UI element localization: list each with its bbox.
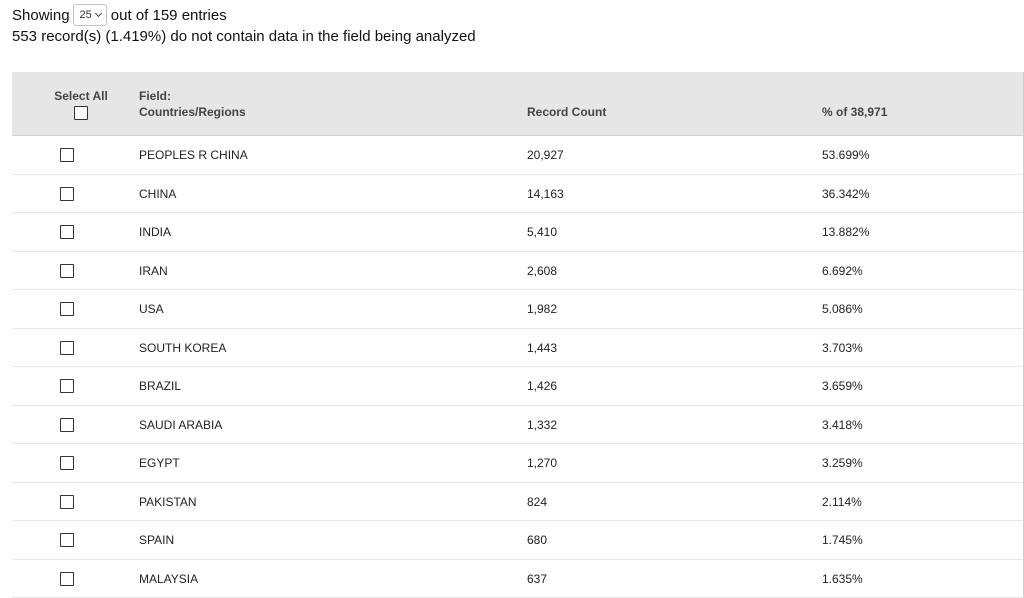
record-count: 1,443	[527, 329, 557, 367]
country-name: SPAIN	[139, 521, 174, 559]
showing-label: Showing	[12, 7, 70, 24]
select-all-checkbox[interactable]	[74, 106, 88, 120]
percent-of-total: 1.635%	[822, 560, 863, 598]
row-checkbox[interactable]	[60, 341, 74, 355]
country-name: USA	[139, 290, 164, 328]
country-name: BRAZIL	[139, 367, 181, 405]
percent-of-total: 36.342%	[822, 175, 869, 213]
percent-of-total: 3.418%	[822, 406, 863, 444]
percent-of-total: 5.086%	[822, 290, 863, 328]
row-checkbox-cell	[60, 521, 74, 559]
row-checkbox-cell	[60, 406, 74, 444]
row-checkbox[interactable]	[60, 495, 74, 509]
missing-data-note: 553 record(s) (1.419%) do not contain da…	[12, 28, 476, 45]
percent-of-total: 53.699%	[822, 136, 869, 174]
country-name: MALAYSIA	[139, 560, 198, 598]
record-count: 680	[527, 521, 547, 559]
record-count: 1,426	[527, 367, 557, 405]
row-checkbox-cell	[60, 290, 74, 328]
percent-column-header: % of 38,971	[822, 104, 887, 120]
table-row: USA 1,982 5.086%	[12, 290, 1024, 329]
record-count: 1,332	[527, 406, 557, 444]
percent-of-total: 13.882%	[822, 213, 869, 251]
table-row: SPAIN 680 1.745%	[12, 521, 1024, 560]
chevron-down-icon	[95, 10, 102, 17]
analysis-results-table: Select All Field: Countries/Regions Reco…	[12, 72, 1024, 598]
row-checkbox-cell	[60, 329, 74, 367]
record-count-column-header: Record Count	[527, 104, 606, 120]
page-size-select[interactable]: 25	[73, 4, 107, 26]
row-checkbox-cell	[60, 136, 74, 174]
table-row: IRAN 2,608 6.692%	[12, 252, 1024, 291]
row-checkbox[interactable]	[60, 572, 74, 586]
table-row: SAUDI ARABIA 1,332 3.418%	[12, 406, 1024, 445]
percent-of-total: 3.259%	[822, 444, 863, 482]
record-count: 14,163	[527, 175, 564, 213]
row-checkbox-cell	[60, 367, 74, 405]
table-row: PAKISTAN 824 2.114%	[12, 483, 1024, 522]
row-checkbox-cell	[60, 213, 74, 251]
country-name: PEOPLES R CHINA	[139, 136, 248, 174]
country-name: EGYPT	[139, 444, 180, 482]
row-checkbox[interactable]	[60, 418, 74, 432]
table-row: PEOPLES R CHINA 20,927 53.699%	[12, 136, 1024, 175]
entries-summary: Showing 25 out of 159 entries	[12, 4, 227, 26]
table-row: CHINA 14,163 36.342%	[12, 175, 1024, 214]
row-checkbox[interactable]	[60, 379, 74, 393]
row-checkbox[interactable]	[60, 533, 74, 547]
row-checkbox-cell	[60, 483, 74, 521]
field-header-name: Countries/Regions	[139, 104, 246, 120]
row-checkbox-cell	[60, 175, 74, 213]
entries-total-text: out of 159 entries	[111, 7, 227, 24]
table-header: Select All Field: Countries/Regions Reco…	[12, 72, 1024, 136]
row-checkbox-cell	[60, 252, 74, 290]
record-count: 824	[527, 483, 547, 521]
page-size-value: 25	[80, 9, 92, 21]
row-checkbox[interactable]	[60, 264, 74, 278]
percent-of-total: 3.659%	[822, 367, 863, 405]
table-row: SOUTH KOREA 1,443 3.703%	[12, 329, 1024, 368]
table-row: INDIA 5,410 13.882%	[12, 213, 1024, 252]
country-name: SOUTH KOREA	[139, 329, 226, 367]
row-checkbox[interactable]	[60, 456, 74, 470]
record-count: 637	[527, 560, 547, 598]
country-name: SAUDI ARABIA	[139, 406, 222, 444]
row-checkbox[interactable]	[60, 148, 74, 162]
field-header-label: Field:	[139, 88, 246, 104]
record-count: 20,927	[527, 136, 564, 174]
table-row: MALAYSIA 637 1.635%	[12, 560, 1024, 598]
percent-of-total: 1.745%	[822, 521, 863, 559]
row-checkbox-cell	[60, 444, 74, 482]
percent-of-total: 6.692%	[822, 252, 863, 290]
row-checkbox[interactable]	[60, 187, 74, 201]
percent-of-total: 3.703%	[822, 329, 863, 367]
record-count: 2,608	[527, 252, 557, 290]
record-count: 5,410	[527, 213, 557, 251]
percent-of-total: 2.114%	[822, 483, 862, 521]
country-name: CHINA	[139, 175, 176, 213]
row-checkbox[interactable]	[60, 225, 74, 239]
row-checkbox-cell	[60, 560, 74, 598]
row-checkbox[interactable]	[60, 302, 74, 316]
table-row: BRAZIL 1,426 3.659%	[12, 367, 1024, 406]
table-row: EGYPT 1,270 3.259%	[12, 444, 1024, 483]
country-name: IRAN	[139, 252, 168, 290]
field-column-header: Field: Countries/Regions	[139, 88, 246, 120]
table-body: PEOPLES R CHINA 20,927 53.699% CHINA 14,163 3…	[12, 136, 1024, 598]
select-all-label: Select All	[53, 88, 109, 104]
country-name: PAKISTAN	[139, 483, 197, 521]
record-count: 1,270	[527, 444, 557, 482]
country-name: INDIA	[139, 213, 171, 251]
select-all-column-header: Select All	[53, 88, 109, 120]
record-count: 1,982	[527, 290, 557, 328]
